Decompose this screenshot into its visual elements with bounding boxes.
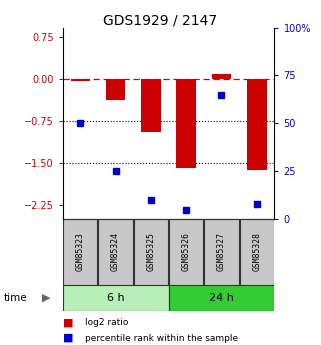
Bar [106,79,125,100]
Text: 24 h: 24 h [209,293,234,303]
Text: GSM85328: GSM85328 [252,232,261,272]
FancyBboxPatch shape [204,219,239,285]
Text: ■: ■ [63,333,73,343]
FancyBboxPatch shape [134,219,168,285]
Bar [71,79,90,81]
Text: GSM85327: GSM85327 [217,232,226,272]
Text: ■: ■ [63,318,73,327]
Text: GSM85325: GSM85325 [146,232,155,272]
Text: ▶: ▶ [42,293,51,303]
Text: GSM85324: GSM85324 [111,232,120,272]
Text: percentile rank within the sample: percentile rank within the sample [85,334,238,343]
Bar [212,73,231,79]
Bar [247,79,266,170]
Text: GDS1929 / 2147: GDS1929 / 2147 [103,14,218,28]
FancyBboxPatch shape [169,219,203,285]
Text: 6 h: 6 h [107,293,124,303]
Text: log2 ratio: log2 ratio [85,318,128,327]
FancyBboxPatch shape [240,219,274,285]
Bar [141,79,160,132]
FancyBboxPatch shape [169,285,274,310]
FancyBboxPatch shape [99,219,133,285]
FancyBboxPatch shape [63,219,97,285]
Bar [177,79,196,168]
Text: GSM85323: GSM85323 [76,232,85,272]
Text: GSM85326: GSM85326 [182,232,191,272]
FancyBboxPatch shape [63,285,169,310]
Text: time: time [3,293,27,303]
